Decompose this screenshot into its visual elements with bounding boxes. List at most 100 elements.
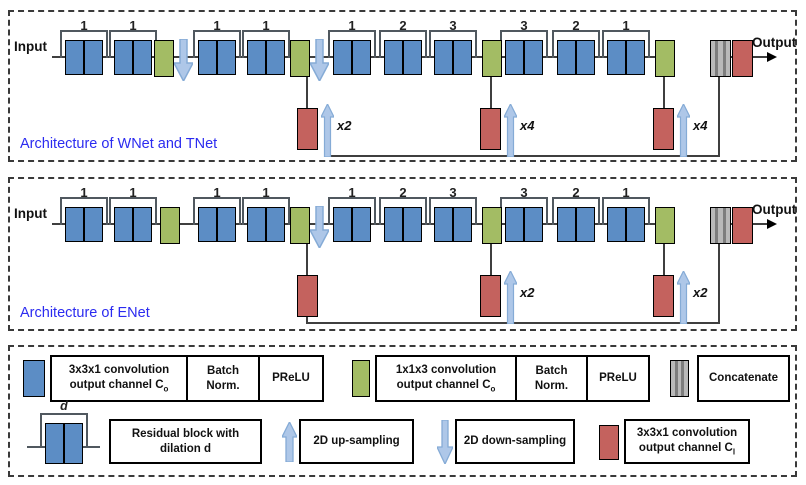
output-line <box>751 56 769 58</box>
legend-output-conv-text: 3x3x1 convolution output channel Cl <box>624 419 750 464</box>
dilation-label: 2 <box>572 18 580 33</box>
branch-line <box>490 75 492 108</box>
upsample-factor-label: x2 <box>520 285 535 300</box>
dilation-label: 1 <box>348 185 356 200</box>
skip-connection <box>602 30 650 58</box>
conv-3x3x1-block <box>266 40 285 75</box>
legend-text: 2D down-sampling <box>463 435 567 448</box>
upsample-factor-label: x4 <box>693 118 708 133</box>
branch-line <box>490 242 492 275</box>
conv-3x3x1-block <box>524 40 543 75</box>
dilation-label: 3 <box>520 18 528 33</box>
upsample-arrow-icon <box>321 104 334 157</box>
conv-3x3x1-block <box>403 40 422 75</box>
legend-text: Batch <box>207 364 239 377</box>
dilation-label: 2 <box>572 185 580 200</box>
downsample-arrow-icon <box>310 39 329 81</box>
dilation-label: 1 <box>348 18 356 33</box>
residual-block: 1 <box>242 18 290 75</box>
downsample-arrow-icon <box>174 39 193 81</box>
residual-block: 1 <box>193 18 241 75</box>
legend-text: 3x3x1 convolution <box>636 426 738 439</box>
concatenate-block <box>710 40 731 77</box>
dilation-label: 1 <box>129 185 137 200</box>
legend-batch-norm: Batch Norm. <box>186 355 260 402</box>
conv-3x3x1-block <box>576 40 595 75</box>
residual-block: 2 <box>552 185 600 242</box>
output-conv-block <box>480 275 501 317</box>
conv-3x3x1-block <box>434 40 453 75</box>
skip-connection <box>552 197 600 225</box>
legend-residual-block <box>45 423 83 464</box>
skip-connection <box>379 30 427 58</box>
branch-line <box>306 75 308 108</box>
output-conv-block <box>297 275 318 317</box>
concatenate-swatch <box>670 360 689 397</box>
legend-concatenate: Concatenate <box>697 355 790 402</box>
dilation-label: 2 <box>399 18 407 33</box>
dilation-label: 3 <box>449 18 457 33</box>
panel-title: Architecture of WNet and TNet <box>20 136 218 152</box>
output-conv-swatch <box>599 425 619 460</box>
skip-connection <box>242 197 290 225</box>
dilation-label: 1 <box>80 185 88 200</box>
output-conv-block <box>732 40 753 77</box>
legend-text: output channel C <box>396 378 491 391</box>
input-label: Input <box>14 39 47 54</box>
conv-3x3x1-block <box>198 40 217 75</box>
legend-subscript: o <box>163 383 169 393</box>
conv-3x3x1-block <box>626 40 645 75</box>
legend-text: Norm. <box>534 379 569 392</box>
upsample-arrow-icon <box>677 104 690 157</box>
branch-line <box>663 75 665 108</box>
skip-connection <box>60 30 108 58</box>
legend-text: 1x1x3 convolution <box>395 363 497 376</box>
conv-1x1x3-block <box>655 207 675 244</box>
dilation-label: 1 <box>213 185 221 200</box>
dilation-label: 3 <box>520 185 528 200</box>
legend-text: Residual block with <box>131 427 240 440</box>
conv-3x3x1-block <box>266 207 285 242</box>
residual-block: 1 <box>193 185 241 242</box>
branch-line <box>663 242 665 275</box>
conv-1x1x3-block <box>290 207 310 244</box>
conv-3x3x1-block <box>434 207 453 242</box>
residual-block: 1 <box>242 185 290 242</box>
branch-line <box>306 242 308 275</box>
output-arrowhead-icon <box>767 219 777 229</box>
conv-3x3x1-block <box>576 207 595 242</box>
concatenate-block <box>710 207 731 244</box>
legend-batch-norm: Batch Norm. <box>515 355 588 402</box>
legend-text: output channel C <box>638 441 733 454</box>
residual-block: 2 <box>552 18 600 75</box>
conv-3x3x1-block <box>333 40 352 75</box>
conv-3x3x1-block <box>505 40 524 75</box>
panel-enet: Input 1 1 1 1 1 2 3 3 2 1 x2 x2 <box>8 177 797 331</box>
upsample-factor-label: x2 <box>337 118 352 133</box>
input-label: Input <box>14 206 47 221</box>
conv-3x3x1-block <box>557 207 576 242</box>
skip-connection <box>242 30 290 58</box>
residual-block: 1 <box>328 18 376 75</box>
conv-3x3x1-block <box>65 40 84 75</box>
conv-3x3x1-block <box>453 40 472 75</box>
conv-3x3x1-block <box>45 423 64 464</box>
skip-connection <box>328 197 376 225</box>
dilation-label: 1 <box>262 18 270 33</box>
conv-1x1x3-swatch <box>352 360 370 397</box>
conv-3x3x1-block <box>65 207 84 242</box>
output-conv-block <box>653 108 674 150</box>
legend-prelu: PReLU <box>258 355 324 402</box>
conv-3x3x1-block <box>133 207 152 242</box>
conv-3x3x1-block <box>626 207 645 242</box>
upsample-arrow-icon <box>282 422 297 462</box>
legend-text: Batch <box>535 364 568 377</box>
dilation-label: 3 <box>449 185 457 200</box>
residual-block: 1 <box>60 18 108 75</box>
conv-3x3x1-block <box>607 207 626 242</box>
residual-block: 3 <box>429 18 477 75</box>
dilation-label: 1 <box>622 18 630 33</box>
conv-3x3x1-block <box>384 207 403 242</box>
conv-3x3x1-block <box>198 207 217 242</box>
panel-title: Architecture of ENet <box>20 305 150 321</box>
